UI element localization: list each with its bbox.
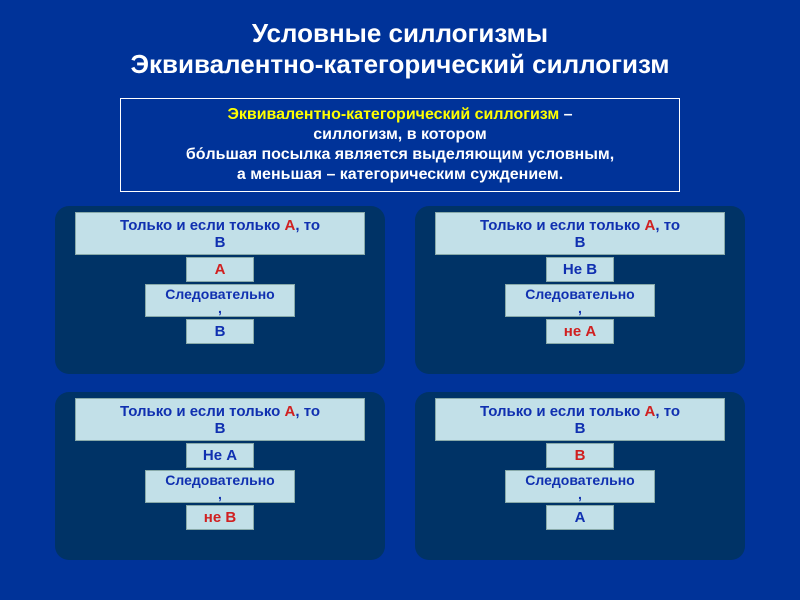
major-premise: Только и если только А, то В: [75, 398, 365, 441]
title-line-2: Эквивалентно-категорический силлогизм: [20, 49, 780, 80]
conclusion: А: [546, 505, 614, 530]
therefore-label: Следовательно,: [145, 284, 295, 317]
major-premise: Только и если только А, то В: [435, 398, 725, 441]
title-line-1: Условные силлогизмы: [20, 18, 780, 49]
definition-term: Эквивалентно-категорический силлогизм: [227, 106, 559, 123]
definition-rest-2: бо́льшая посылка является выделяющим усл…: [186, 146, 614, 163]
conclusion: не А: [546, 319, 614, 344]
therefore-label: Следовательно,: [505, 284, 655, 317]
conclusion: В: [186, 319, 254, 344]
syllogism-panel: Только и если только А, то ВНе АСледоват…: [55, 392, 385, 560]
conclusion: не В: [186, 505, 254, 530]
minor-premise: Не В: [546, 257, 614, 282]
minor-premise: В: [546, 443, 614, 468]
minor-premise: Не А: [186, 443, 254, 468]
definition-dash: –: [559, 106, 572, 123]
minor-premise: А: [186, 257, 254, 282]
panels-grid: Только и если только А, то ВАСледователь…: [0, 206, 800, 560]
definition-box: Эквивалентно-категорический силлогизм – …: [120, 98, 680, 192]
major-premise: Только и если только А, то В: [435, 212, 725, 255]
syllogism-panel: Только и если только А, то ВНе ВСледоват…: [415, 206, 745, 374]
syllogism-panel: Только и если только А, то ВАСледователь…: [55, 206, 385, 374]
therefore-label: Следовательно,: [145, 470, 295, 503]
therefore-label: Следовательно,: [505, 470, 655, 503]
definition-rest-3: а меньшая – категорическим суждением.: [237, 166, 563, 183]
major-premise: Только и если только А, то В: [75, 212, 365, 255]
definition-rest-1: силлогизм, в котором: [313, 126, 486, 143]
syllogism-panel: Только и если только А, то ВВСледователь…: [415, 392, 745, 560]
slide-title: Условные силлогизмы Эквивалентно-категор…: [0, 0, 800, 90]
